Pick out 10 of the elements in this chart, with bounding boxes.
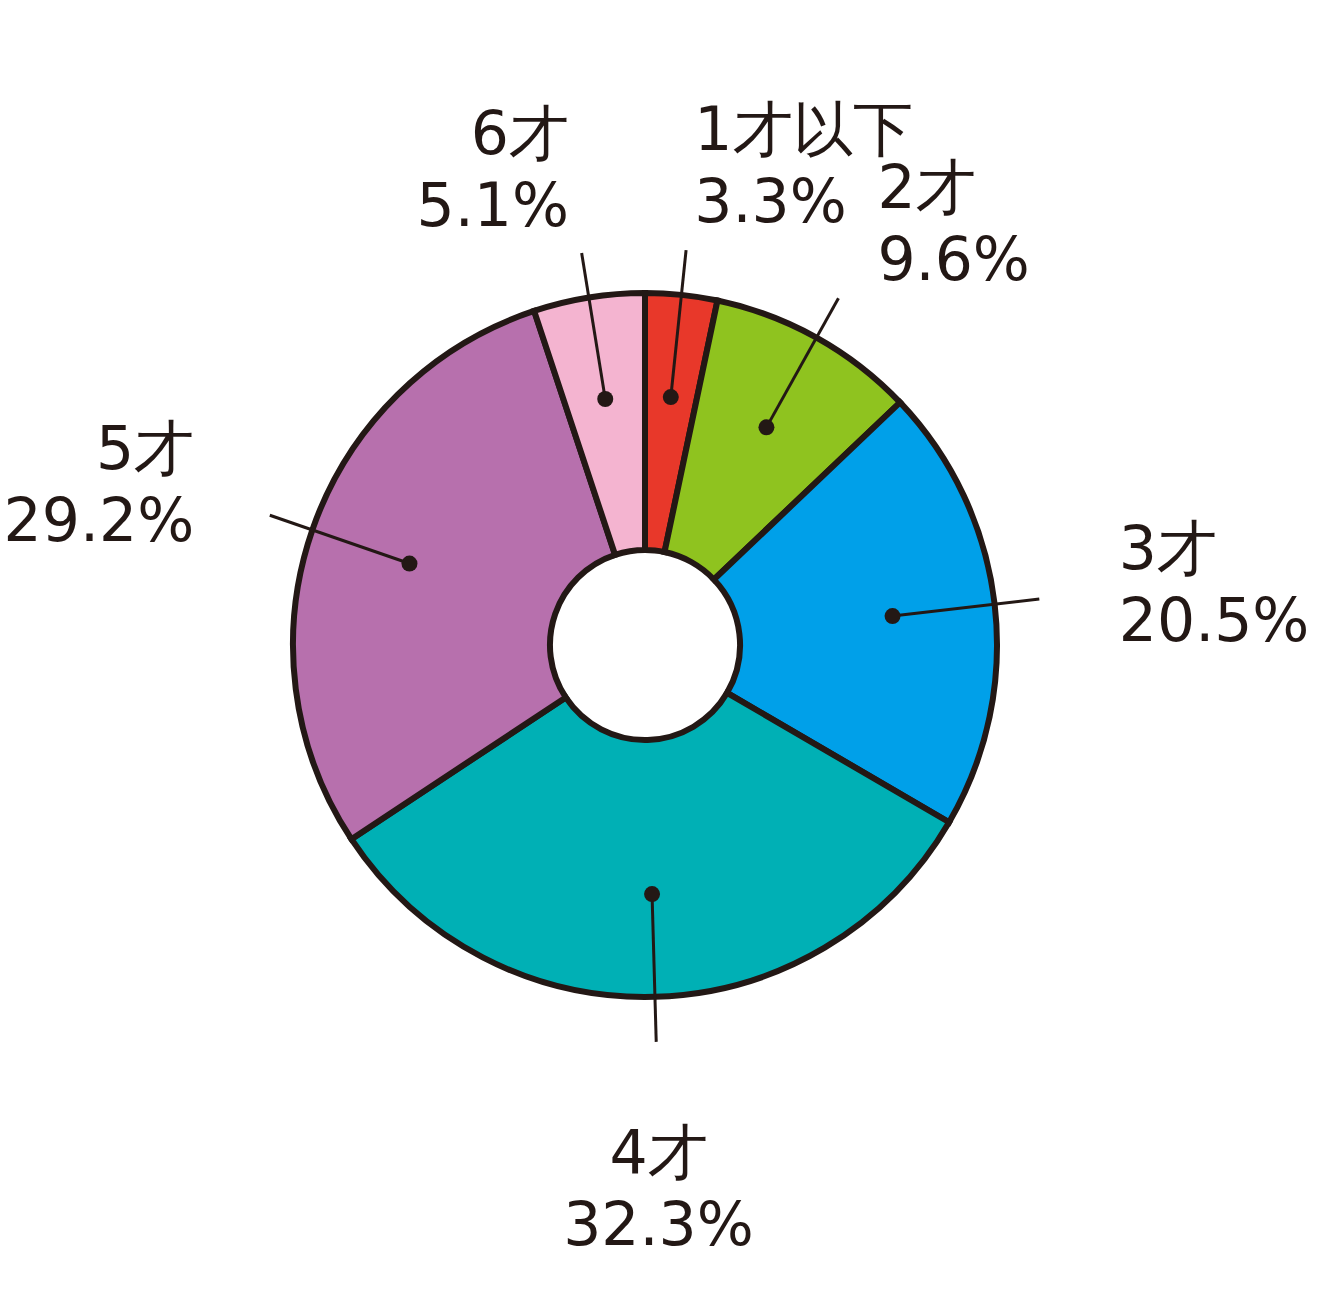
data-label: 9.6% xyxy=(877,224,1030,295)
slice-label: 5才 xyxy=(96,412,195,483)
data-label: 20.5% xyxy=(1118,585,1310,656)
data-label: 3.3% xyxy=(694,166,847,237)
slice-label: 3才 xyxy=(1118,513,1217,584)
data-label: 32.3% xyxy=(563,1189,754,1260)
data-label: 5.1% xyxy=(416,169,569,240)
slice-label: 6才 xyxy=(470,97,569,168)
data-label: 29.2% xyxy=(3,484,195,555)
slice-label: 4才 xyxy=(609,1117,708,1188)
